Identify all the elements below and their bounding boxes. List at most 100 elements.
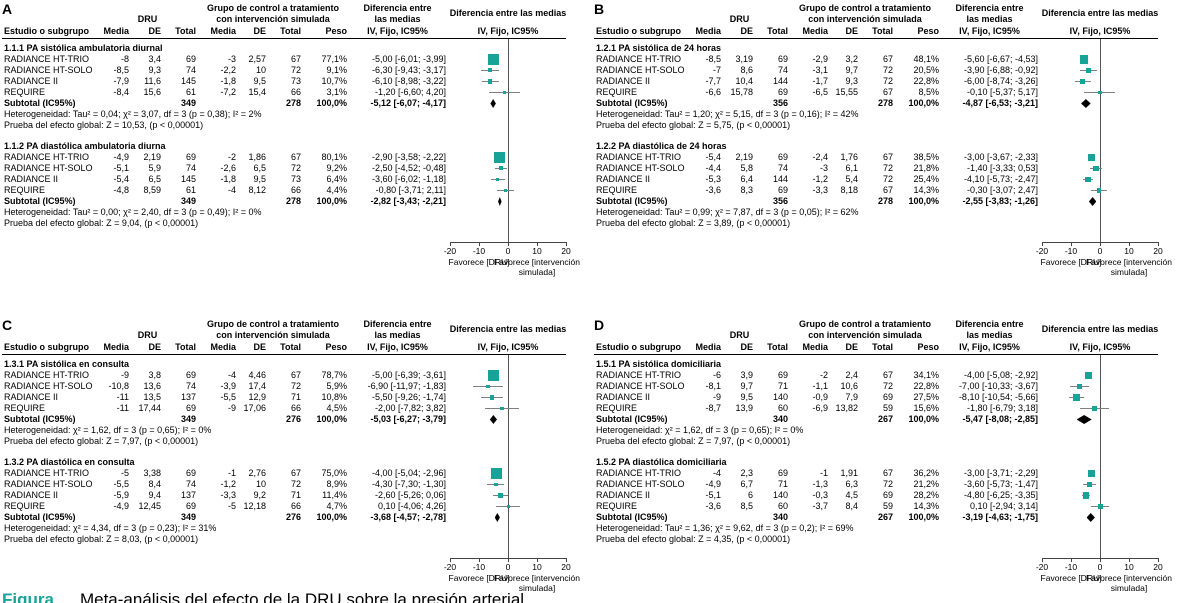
sd-control-cell: 17,4 xyxy=(248,381,266,391)
axis-tick-label: -10 xyxy=(1064,562,1078,572)
control-group-header-line2: con intervención simulada xyxy=(216,330,330,340)
total-control-cell: 67 xyxy=(290,152,301,162)
column-header-effect-method: IV, Fijo, IC95% xyxy=(367,342,428,352)
forest-panel-c: C Grupo de control a tratamiento Diferenci… xyxy=(2,317,590,603)
axis-tick-label: 10 xyxy=(1124,562,1134,572)
subtotal-weight-cell: 100,0% xyxy=(316,98,347,108)
sd-dru-cell: 3,19 xyxy=(735,54,753,64)
subtotal-weight-cell: 100,0% xyxy=(316,512,347,522)
plot-header-method: IV, Fijo, IC95% xyxy=(477,26,539,36)
mean-dru-cell: -5 xyxy=(120,468,129,478)
control-group-header-line2: con intervención simulada xyxy=(216,14,330,24)
sd-control-cell: 2,57 xyxy=(248,54,266,64)
weight-cell: 48,1% xyxy=(913,54,939,64)
study-name-cell: RADIANCE II xyxy=(596,490,651,500)
axis-tick-label: 0 xyxy=(505,562,511,572)
total-dru-cell: 71 xyxy=(777,479,788,489)
effect-square-marker xyxy=(489,395,495,400)
favorece-sham-label-line2: simulada] xyxy=(1110,267,1148,277)
mean-dru-cell: -9 xyxy=(120,370,129,380)
effect-ci-cell: -1,80 [-6,79; 3,18] xyxy=(966,403,1038,413)
total-dru-cell: 69 xyxy=(185,54,196,64)
mean-dru-cell: -5,1 xyxy=(113,163,129,173)
total-control-cell: 67 xyxy=(290,370,301,380)
effect-ci-cell: -3,60 [-5,73; -1,47] xyxy=(963,479,1038,489)
subtotal-total-control-cell: 267 xyxy=(877,512,893,522)
total-control-cell: 72 xyxy=(882,381,893,391)
sd-control-cell: 13,82 xyxy=(835,403,858,413)
column-header-total-dru: Total xyxy=(175,342,196,352)
effect-square-marker xyxy=(1087,470,1095,477)
mean-control-cell: -6,9 xyxy=(812,403,828,413)
subtotal-total-dru-cell: 349 xyxy=(180,98,196,108)
column-header-effect-method: IV, Fijo, IC95% xyxy=(959,342,1020,352)
favorece-dru-label: Favorece [DRU] xyxy=(448,573,510,583)
total-control-cell: 67 xyxy=(882,370,893,380)
total-control-cell: 72 xyxy=(290,163,301,173)
total-dru-cell: 61 xyxy=(185,185,196,195)
study-name-cell: RADIANCE HT-SOLO xyxy=(4,479,93,489)
table-header-rule xyxy=(2,354,566,355)
sd-control-cell: 8,18 xyxy=(840,185,858,195)
effect-marker-zone xyxy=(1042,403,1158,414)
effect-ci-cell: -5,60 [-6,67; -4,53] xyxy=(963,54,1038,64)
total-dru-cell: 74 xyxy=(777,65,788,75)
effect-square-marker xyxy=(487,68,492,73)
sd-dru-cell: 9,5 xyxy=(740,392,753,402)
effect-column-header-line2: las medias xyxy=(374,330,421,340)
effect-square-marker xyxy=(495,177,500,182)
subtotal-effect-cell: -2,55 [-3,83; -1,26] xyxy=(962,196,1038,206)
heterogeneity-note: Heterogeneidad: χ² = 4,34, df = 3 (p = 0… xyxy=(4,523,217,533)
study-name-cell: RADIANCE HT-SOLO xyxy=(596,381,685,391)
study-name-cell: RADIANCE HT-TRIO xyxy=(4,152,90,162)
study-name-cell: RADIANCE HT-SOLO xyxy=(4,381,93,391)
total-control-cell: 72 xyxy=(882,65,893,75)
effect-ci-cell: -4,30 [-7,30; -1,30] xyxy=(371,479,446,489)
mean-dru-cell: -5,4 xyxy=(113,174,129,184)
effect-marker-zone xyxy=(450,65,566,76)
sd-dru-cell: 2,19 xyxy=(143,152,161,162)
study-name-cell: REQUIRE xyxy=(596,501,638,511)
mean-control-cell: -6,5 xyxy=(812,87,828,97)
control-group-header-line2: con intervención simulada xyxy=(808,14,922,24)
weight-cell: 22,8% xyxy=(913,381,939,391)
axis-tick-label: -20 xyxy=(1035,246,1049,256)
study-name-cell: RADIANCE HT-SOLO xyxy=(596,163,685,173)
figure-caption-text: Meta-análisis del efecto de la DRU sobre… xyxy=(79,590,525,603)
total-control-cell: 59 xyxy=(882,403,893,413)
sd-control-cell: 7,9 xyxy=(845,392,858,402)
table-header-rule xyxy=(2,38,566,39)
effect-ci-cell: -2,50 [-4,52; -0,48] xyxy=(371,163,446,173)
mean-control-cell: -3,3 xyxy=(812,185,828,195)
study-name-cell: REQUIRE xyxy=(4,185,46,195)
sd-control-cell: 2,4 xyxy=(845,370,858,380)
mean-control-cell: -2 xyxy=(227,152,236,162)
sd-control-cell: 8,12 xyxy=(248,185,266,195)
figure-caption: Figura Meta-análisis del efecto de la DRU… xyxy=(2,590,524,603)
subtotal-weight-cell: 100,0% xyxy=(908,196,939,206)
total-control-cell: 66 xyxy=(290,501,301,511)
sd-control-cell: 4,46 xyxy=(248,370,266,380)
mean-control-cell: -1,1 xyxy=(812,381,828,391)
effect-marker-zone xyxy=(450,501,566,512)
column-header-sd-control: DE xyxy=(845,342,858,352)
sd-control-cell: 9,5 xyxy=(253,174,266,184)
column-header-mean-control: Media xyxy=(210,26,236,36)
axis-tick-label: 20 xyxy=(1153,246,1163,256)
sd-dru-cell: 9,7 xyxy=(740,381,753,391)
total-dru-cell: 69 xyxy=(777,370,788,380)
sd-control-cell: 2,76 xyxy=(248,468,266,478)
effect-square-marker xyxy=(493,482,498,487)
effect-column-header-line2: las medias xyxy=(374,14,421,24)
total-control-cell: 67 xyxy=(882,87,893,97)
favorece-sham-label-line1: Favorece [intervención xyxy=(1086,573,1172,583)
total-control-cell: 67 xyxy=(290,468,301,478)
total-dru-cell: 74 xyxy=(185,479,196,489)
weight-cell: 8,5% xyxy=(918,87,939,97)
column-header-sd-dru: DE xyxy=(740,26,753,36)
section-title: 1.1.2 PA diastólica ambulatoria diurna xyxy=(4,141,166,151)
subtotal-total-dru-cell: 340 xyxy=(772,512,788,522)
global-effect-note: Prueba del efecto global: Z = 4,35, (p <… xyxy=(596,534,791,544)
subtotal-diamond-marker xyxy=(490,99,496,108)
subtotal-total-control-cell: 276 xyxy=(285,512,301,522)
